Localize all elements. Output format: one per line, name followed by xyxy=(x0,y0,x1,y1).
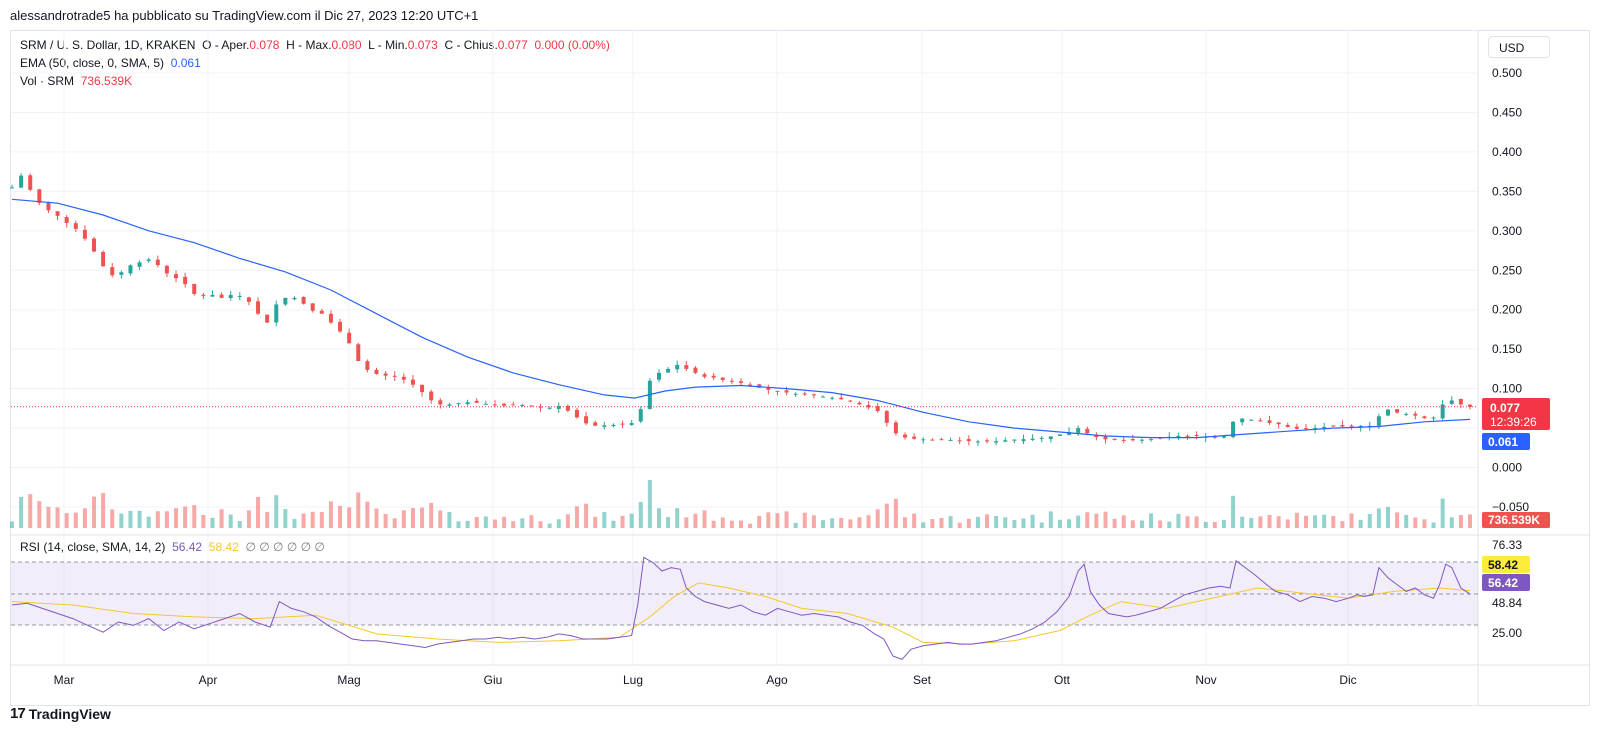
vol-value: 736.539K xyxy=(80,74,133,88)
low-value: 0.073 xyxy=(407,38,438,52)
high-value: 0.080 xyxy=(331,38,362,52)
close-label: C - Chius. xyxy=(444,38,498,52)
vol-label: Vol · SRM xyxy=(20,74,75,88)
rsi-legend: RSI (14, close, SMA, 14, 2) 56.42 58.42 … xyxy=(20,540,325,554)
open-value: 0.078 xyxy=(249,38,280,52)
rsi-ma-value: 58.42 xyxy=(208,540,239,554)
ema-legend: EMA (50, close, 0, SMA, 5) 0.061 xyxy=(20,56,201,70)
low-label: L - Min. xyxy=(368,38,408,52)
symbol-legend: SRM / U. S. Dollar, 1D, KRAKEN O - Aper.… xyxy=(20,38,610,52)
footer-brand[interactable]: 17 TradingView xyxy=(10,705,111,722)
volume-legend: Vol · SRM 736.539K xyxy=(20,74,132,88)
close-value: 0.077 xyxy=(497,38,528,52)
open-label: O - Aper. xyxy=(202,38,250,52)
ema-label: EMA (50, close, 0, SMA, 5) xyxy=(20,56,165,70)
rsi-label: RSI (14, close, SMA, 14, 2) xyxy=(20,540,166,554)
footer-brand-label: TradingView xyxy=(28,705,111,722)
chart-frame[interactable] xyxy=(10,30,1590,706)
publisher-line: alessandrotrade5 ha pubblicato su Tradin… xyxy=(10,8,479,23)
change-value: 0.000 (0.00%) xyxy=(534,38,610,52)
ema-value: 0.061 xyxy=(170,56,201,70)
rsi-value: 56.42 xyxy=(172,540,203,554)
rsi-extras: ∅ ∅ ∅ ∅ ∅ ∅ xyxy=(245,540,325,554)
high-label: H - Max. xyxy=(286,38,332,52)
symbol-label: SRM / U. S. Dollar, 1D, KRAKEN xyxy=(20,38,196,52)
currency-button[interactable]: USD xyxy=(1488,36,1550,58)
tradingview-logo-icon: 17 xyxy=(10,705,26,722)
